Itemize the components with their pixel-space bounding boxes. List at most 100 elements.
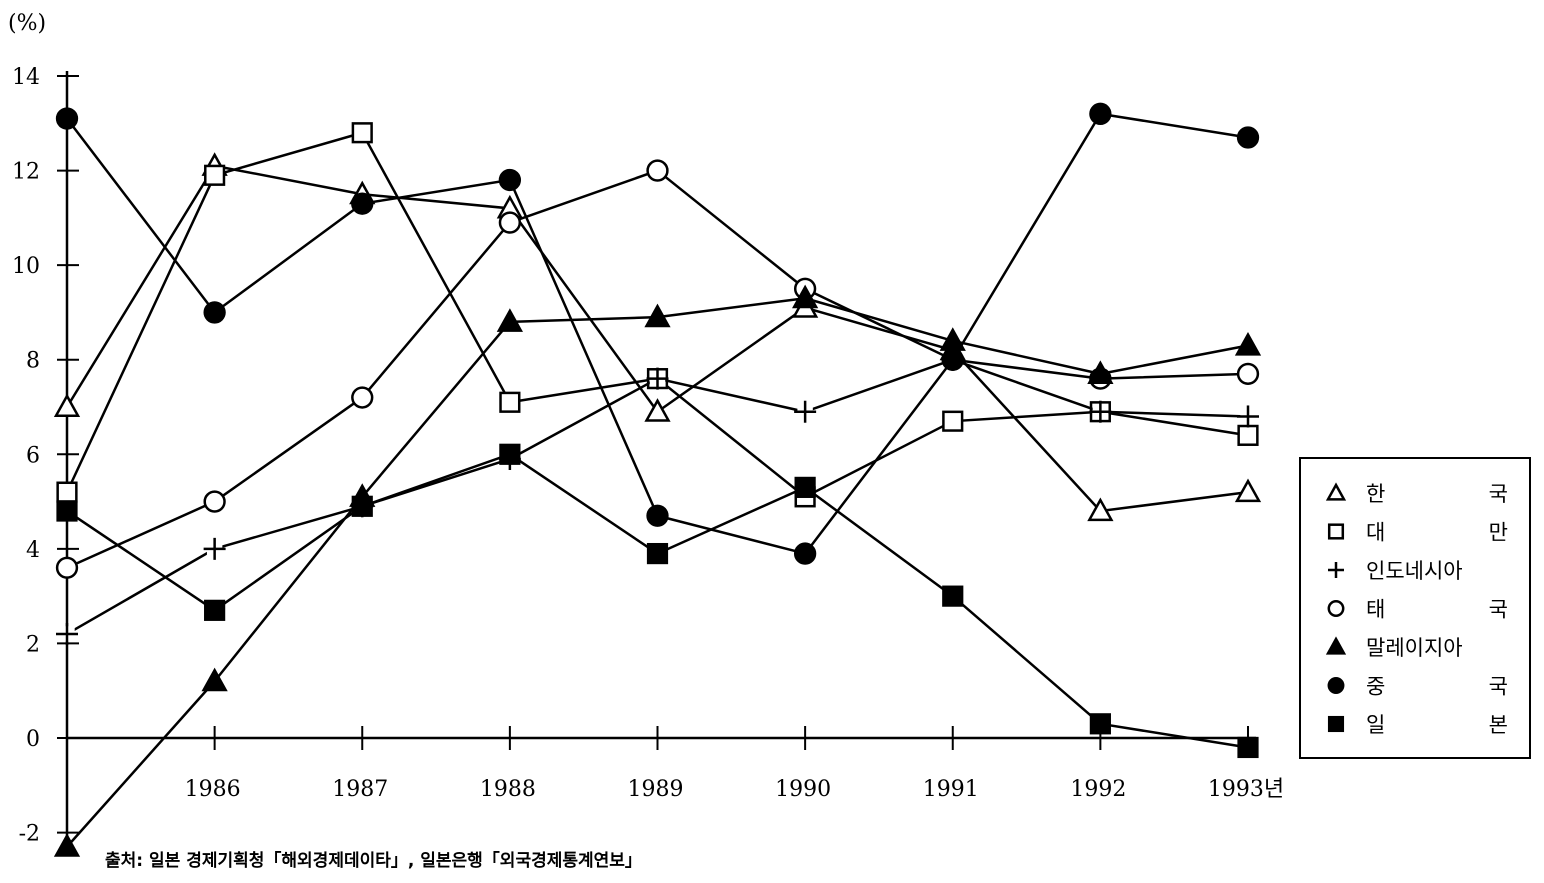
data-point: [1237, 405, 1259, 428]
y-tick-label: -2: [19, 822, 40, 847]
data-point: [1089, 713, 1111, 735]
y-axis-unit: (%): [8, 11, 46, 36]
legend-marker: [1327, 677, 1345, 694]
data-point: [646, 504, 669, 527]
data-point: [644, 303, 671, 328]
legend-marker: [1327, 600, 1345, 617]
legend-marker: [1327, 715, 1345, 733]
data-point: [351, 192, 374, 215]
data-point: [646, 542, 669, 565]
series-line: [66, 453, 1249, 749]
data-point: [351, 122, 373, 144]
data-point: [1237, 424, 1259, 446]
x-tick-label: 1990: [775, 777, 831, 802]
data-point: [1236, 362, 1260, 386]
data-point: [56, 481, 78, 503]
legend-label: 본: [1489, 713, 1508, 737]
data-point: [499, 443, 521, 465]
legend-marker: [1325, 482, 1347, 501]
data-point: [55, 556, 79, 579]
data-point: [793, 542, 817, 565]
data-point: [351, 495, 373, 517]
data-point: [498, 168, 522, 192]
data-point: [1089, 102, 1112, 125]
y-tick-label: 2: [26, 632, 40, 657]
data-point: [644, 398, 671, 422]
data-point: [53, 833, 81, 857]
series-1: [53, 152, 1262, 522]
y-tick-label: 6: [26, 443, 40, 468]
y-tick-label: 10: [12, 254, 40, 279]
data-point: [1236, 126, 1260, 149]
source-note: 출처: 일본 경제기획청「해외경제데이타」, 일본은행「외국경제통계연보」: [105, 851, 642, 871]
data-point: [1234, 331, 1262, 356]
legend-label: 국: [1489, 598, 1508, 622]
data-point: [351, 386, 374, 409]
series-layer: [53, 102, 1262, 857]
legend-label: 한: [1366, 482, 1385, 506]
legend-item: 말레이지아: [1325, 636, 1463, 660]
legend-label: 중: [1366, 675, 1385, 699]
data-point: [1234, 478, 1262, 503]
data-point: [794, 400, 817, 423]
data-point: [942, 585, 964, 607]
series-6: [55, 102, 1260, 565]
y-tick-label: 14: [12, 65, 40, 90]
y-tick-label: 4: [26, 538, 40, 563]
axes: 14 12 10 8 6 4 2 0 -2 1986 1987 1988 1989 1990 1991 199…: [12, 65, 1284, 847]
data-point: [1087, 497, 1114, 522]
data-point: [204, 599, 226, 621]
x-tick-label: 1993년: [1208, 777, 1284, 802]
series-7: [56, 443, 1259, 759]
data-point: [792, 284, 819, 309]
data-point: [203, 490, 226, 513]
legend-marker: [1327, 523, 1345, 540]
legend-label: 국: [1489, 675, 1508, 699]
legend-label: 일: [1366, 713, 1385, 737]
y-tick-label: 12: [12, 160, 40, 185]
data-point: [56, 622, 78, 645]
data-point: [646, 159, 669, 182]
data-point: [204, 164, 226, 186]
x-tick-label: 1991: [923, 777, 979, 802]
data-point: [646, 367, 669, 390]
data-point: [203, 537, 226, 560]
x-tick-label: 1992: [1070, 777, 1126, 802]
data-point: [56, 500, 78, 522]
data-point: [941, 348, 964, 371]
legend-marker: [1328, 562, 1344, 578]
legend-label: 태: [1366, 598, 1385, 622]
y-tick-label: 0: [26, 727, 40, 752]
x-tick-label: 1988: [480, 777, 536, 802]
data-point: [53, 393, 81, 418]
legend-label: 국: [1489, 482, 1508, 506]
legend-label: 인도네시아: [1366, 559, 1463, 583]
data-point: [794, 476, 816, 498]
data-point: [1237, 736, 1259, 759]
data-point: [1087, 360, 1114, 384]
data-point: [55, 107, 79, 130]
data-point: [201, 667, 228, 692]
legend-marker: [1325, 636, 1347, 655]
data-point: [203, 301, 226, 324]
data-point: [499, 391, 521, 413]
x-tick-label: 1987: [332, 777, 388, 802]
legend-label: 만: [1489, 521, 1508, 545]
data-point: [496, 308, 523, 332]
data-point: [498, 211, 522, 234]
series-3: [56, 348, 1259, 645]
legend-label: 말레이지아: [1366, 636, 1463, 660]
series-line: [65, 164, 1249, 513]
data-point: [1089, 400, 1112, 423]
x-tick-label: 1989: [628, 777, 684, 802]
x-tick-label: 1986: [185, 777, 241, 802]
data-point: [942, 410, 964, 432]
y-tick-label: 8: [26, 349, 40, 374]
